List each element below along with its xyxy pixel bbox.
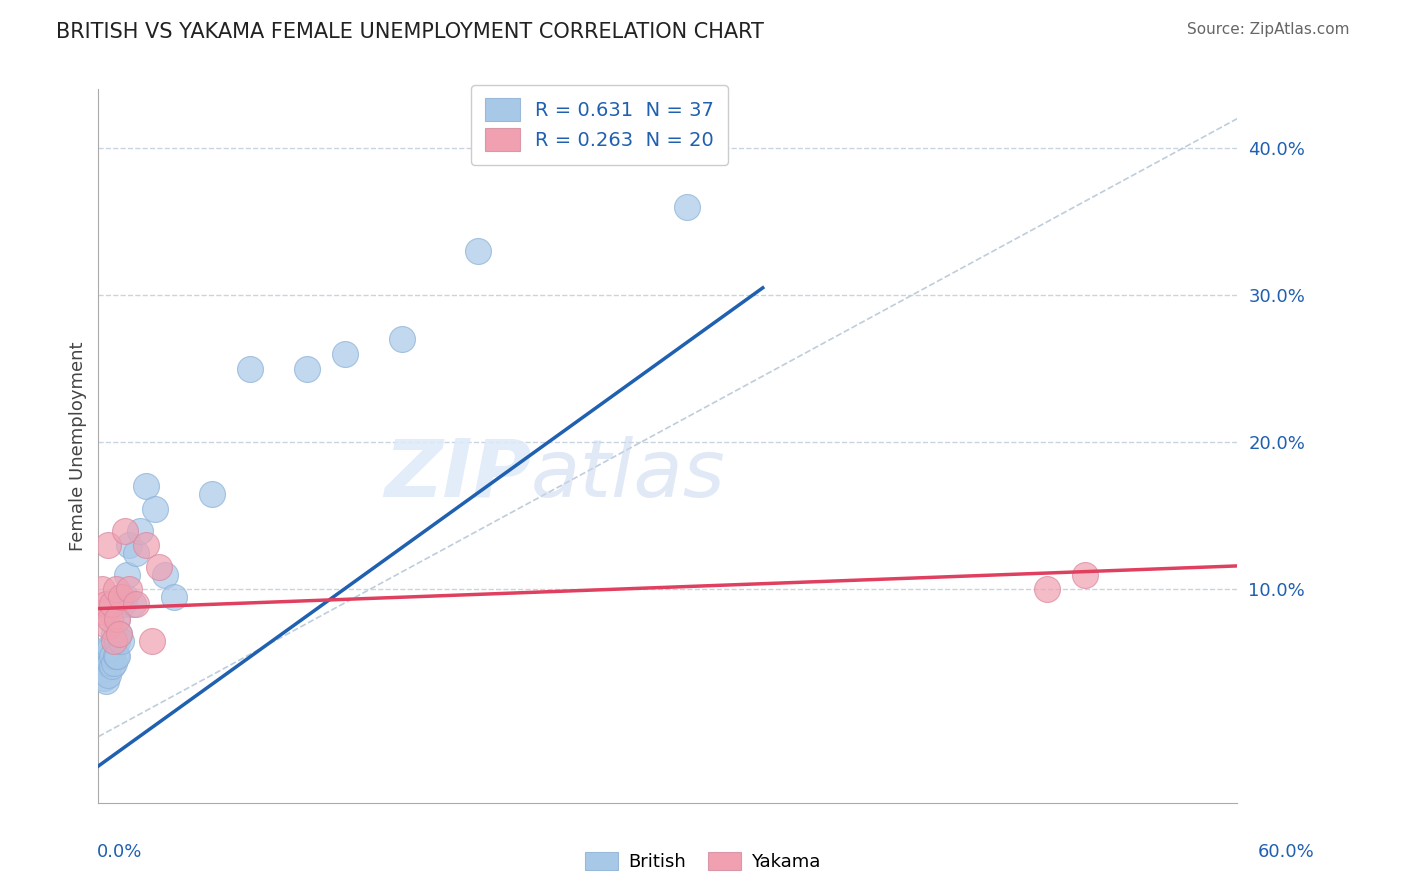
Point <box>97 648 120 663</box>
Point <box>100 597 122 611</box>
Point <box>125 546 148 560</box>
Point <box>104 648 127 663</box>
Point <box>110 634 132 648</box>
Point <box>97 538 120 552</box>
Point <box>391 332 413 346</box>
Point <box>114 524 136 538</box>
Point <box>135 479 157 493</box>
Point <box>97 667 120 681</box>
Point <box>98 656 121 670</box>
Point <box>148 560 170 574</box>
Point <box>118 538 141 552</box>
Point <box>94 673 117 688</box>
Point <box>676 200 699 214</box>
Point <box>103 656 125 670</box>
Text: BRITISH VS YAKAMA FEMALE UNEMPLOYMENT CORRELATION CHART: BRITISH VS YAKAMA FEMALE UNEMPLOYMENT CO… <box>56 22 763 42</box>
Point <box>91 582 114 597</box>
Text: Source: ZipAtlas.com: Source: ZipAtlas.com <box>1187 22 1350 37</box>
Point <box>108 626 131 640</box>
Point <box>335 347 357 361</box>
Point <box>108 626 131 640</box>
Point <box>107 648 129 663</box>
Point <box>100 659 122 673</box>
Point <box>1036 582 1059 597</box>
Y-axis label: Female Unemployment: Female Unemployment <box>69 342 87 550</box>
Point <box>104 582 127 597</box>
Point <box>97 641 120 656</box>
Point <box>107 634 129 648</box>
Point <box>467 244 489 258</box>
Text: ZIP: ZIP <box>384 435 531 514</box>
Point <box>145 501 167 516</box>
Point <box>201 487 224 501</box>
Point <box>93 671 115 685</box>
Point <box>91 664 114 678</box>
Text: 60.0%: 60.0% <box>1258 843 1315 861</box>
Point <box>94 597 117 611</box>
Text: 0.0%: 0.0% <box>97 843 142 861</box>
Point <box>97 619 120 633</box>
Point <box>115 567 138 582</box>
Point <box>121 597 143 611</box>
Legend: R = 0.631  N = 37, R = 0.263  N = 20: R = 0.631 N = 37, R = 0.263 N = 20 <box>471 85 728 164</box>
Point <box>107 612 129 626</box>
Point <box>135 538 157 552</box>
Point <box>94 656 117 670</box>
Legend: British, Yakama: British, Yakama <box>578 845 828 879</box>
Point <box>93 605 115 619</box>
Point <box>297 361 319 376</box>
Point <box>163 590 186 604</box>
Point <box>153 567 176 582</box>
Point <box>125 597 148 611</box>
Point <box>129 524 152 538</box>
Point <box>100 648 122 663</box>
Point <box>141 634 163 648</box>
Point <box>103 626 125 640</box>
Point <box>112 597 135 611</box>
Text: atlas: atlas <box>531 435 725 514</box>
Point <box>98 641 121 656</box>
Point <box>98 612 121 626</box>
Point <box>1074 567 1097 582</box>
Point <box>107 612 129 626</box>
Point <box>114 590 136 604</box>
Point <box>110 590 132 604</box>
Point <box>118 582 141 597</box>
Point <box>239 361 262 376</box>
Point <box>103 634 125 648</box>
